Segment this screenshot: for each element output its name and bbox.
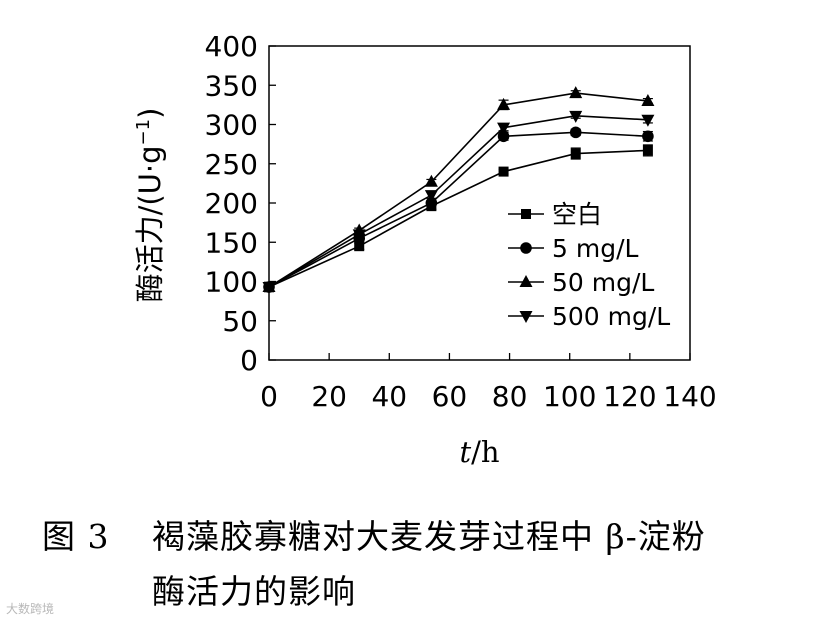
x-tick-label: 100	[543, 380, 596, 413]
data-point	[354, 241, 365, 252]
x-tick-label: 80	[492, 380, 528, 413]
data-point	[497, 122, 511, 135]
x-axis-label-unit: /h	[471, 435, 499, 469]
y-tick-label: 250	[205, 148, 258, 181]
y-axis-label-close: )	[133, 108, 167, 119]
y-tick-label: 300	[205, 109, 258, 142]
y-tick-label: 50	[222, 305, 258, 338]
legend-marker	[520, 242, 532, 254]
legend-marker	[521, 209, 531, 219]
data-point	[570, 148, 581, 159]
legend-label: 50 mg/L	[552, 268, 654, 297]
y-axis-label-sup: −1	[133, 119, 154, 146]
y-tick-label: 400	[205, 30, 258, 63]
data-point	[641, 93, 655, 106]
y-tick-label: 100	[205, 266, 258, 299]
x-axis-label: t/h	[459, 435, 499, 469]
data-point	[424, 190, 438, 203]
data-point	[498, 166, 509, 177]
y-axis-label-main: 酶活力/(U·g	[133, 145, 167, 302]
watermark: 大数跨境	[6, 602, 55, 616]
x-axis-label-var: t	[459, 435, 471, 469]
legend-marker	[519, 275, 533, 287]
data-point	[642, 130, 654, 143]
x-tick-label: 20	[311, 380, 347, 413]
data-point	[569, 126, 582, 139]
y-axis-label: 酶活力/(U·g−1)	[133, 108, 167, 303]
x-tick-label: 120	[603, 380, 656, 413]
figure-caption-line1: 图 3 褐藻胶寡糖对大麦发芽过程中 β-淀粉	[42, 510, 706, 558]
series-line	[268, 115, 648, 288]
series-line	[268, 149, 648, 288]
data-point	[424, 174, 438, 187]
series-line	[268, 131, 648, 288]
x-tick-label: 140	[663, 380, 716, 413]
data-point	[569, 110, 583, 123]
x-tick-label: 60	[432, 380, 468, 413]
figure-label: 图 3	[42, 517, 110, 556]
y-tick-label: 200	[205, 187, 258, 220]
y-tick-label: 0	[240, 344, 258, 377]
legend-label: 空白	[552, 200, 602, 229]
data-point	[497, 130, 510, 143]
legend: 空白 5 mg/L 50 mg/L 500 mg/L	[508, 200, 670, 331]
y-tick-label: 150	[205, 226, 258, 259]
series-line	[268, 92, 648, 288]
figure-caption-line2: 酶活力的影响	[152, 572, 356, 611]
y-tick-label: 350	[205, 69, 258, 102]
data-point	[569, 86, 583, 99]
caption-text-1: 褐藻胶寡糖对大麦发芽过程中 β-淀粉	[152, 517, 706, 556]
data-point	[641, 114, 655, 127]
data-point	[425, 197, 438, 209]
x-tick-label: 0	[260, 380, 278, 413]
data-point	[497, 97, 511, 110]
legend-label: 500 mg/L	[552, 302, 670, 331]
series-3	[262, 110, 655, 294]
legend-marker	[519, 311, 533, 323]
x-tick-label: 40	[371, 380, 407, 413]
data-point	[262, 281, 276, 294]
legend-label: 5 mg/L	[552, 234, 638, 263]
data-point	[352, 229, 366, 242]
data-point	[642, 145, 653, 156]
